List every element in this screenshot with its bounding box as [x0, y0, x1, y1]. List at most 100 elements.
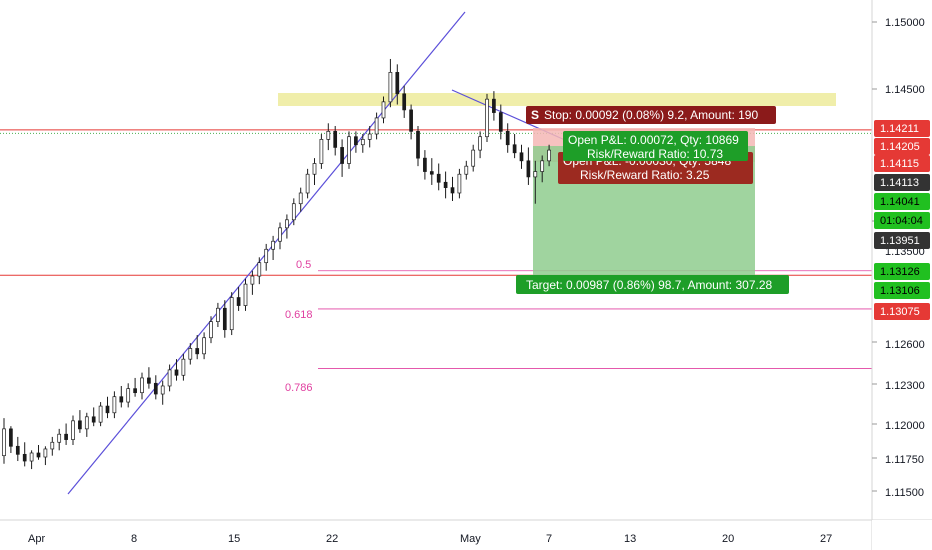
candle: [147, 367, 151, 389]
price-badge: [874, 155, 930, 172]
candle-body: [360, 139, 365, 146]
candle-body: [471, 149, 476, 167]
price-badge: [874, 174, 930, 191]
candle: [429, 158, 434, 185]
candle: [312, 158, 317, 185]
candle-body: [388, 72, 393, 103]
price-badge-label: 1.13126: [880, 266, 920, 278]
price-tick-1.14500: 1.14500: [885, 84, 925, 96]
candle: [9, 426, 13, 453]
candle-body: [222, 307, 227, 331]
candle: [216, 302, 220, 328]
candle-body: [250, 275, 255, 285]
rr-1-text: Risk/Reward Ratio: 10.73: [587, 147, 723, 161]
price-badge-label: 1.14113: [880, 177, 919, 189]
candle: [195, 335, 200, 360]
candle-body: [140, 377, 144, 394]
candle-body: [347, 136, 351, 164]
candle: [119, 385, 124, 408]
candle: [15, 436, 20, 462]
candle-body: [478, 136, 482, 151]
stop-letter: S: [531, 108, 539, 122]
candle: [160, 380, 165, 405]
trade-labels[interactable]: S Stop: 0.00092 (0.08%) 9.2, Amount: 190…: [516, 106, 789, 294]
candle-body: [84, 416, 89, 430]
candle: [354, 131, 358, 153]
candle-body: [126, 388, 131, 403]
candle-body: [236, 297, 241, 306]
candle-body: [333, 130, 338, 148]
candle: [395, 64, 400, 105]
candle-body: [174, 369, 179, 376]
stop-label-box[interactable]: [526, 106, 776, 124]
candle: [547, 144, 551, 167]
candle-body: [133, 388, 137, 394]
target-text: Target: 0.00987 (0.86%) 98.7, Amount: 30…: [526, 278, 772, 292]
candle: [50, 436, 55, 456]
target-label-box[interactable]: [516, 275, 789, 294]
candle: [450, 176, 455, 202]
price-axis[interactable]: 1.15000 1.14500 1.13500 1.12600 1.12300 …: [872, 17, 925, 499]
candle-body: [50, 441, 55, 450]
candle: [374, 112, 379, 140]
open-pl-1-text: Open P&L: 0.00072, Qty: 10869: [568, 133, 739, 147]
candle-body: [229, 297, 234, 331]
candle: [222, 300, 227, 338]
candle: [133, 377, 137, 397]
candle: [464, 160, 469, 180]
price-badges: 1.14211 1.14205 1.14115 1.14113 1.14041 01:04…: [874, 120, 930, 320]
time-tick-20: 20: [722, 533, 734, 545]
price-tick-1.15000: 1.15000: [885, 17, 925, 29]
candle: [409, 104, 413, 140]
candle: [278, 222, 282, 250]
price-badge-label: 1.13951: [880, 235, 920, 247]
candle: [533, 160, 538, 204]
candle: [512, 134, 517, 159]
fib-labels: 0.5 0.618 0.786: [285, 259, 313, 394]
candle-body: [319, 139, 324, 164]
price-badge: [874, 120, 930, 137]
candle-body: [209, 321, 213, 339]
candle: [64, 423, 68, 445]
price-badge-label: 1.13106: [880, 285, 920, 297]
candle-body: [381, 101, 386, 119]
candle: [319, 134, 324, 169]
candle-body: [416, 130, 420, 159]
candle-body: [526, 160, 531, 178]
candle-body: [112, 396, 117, 414]
candle: [29, 450, 34, 470]
candle-body: [57, 433, 62, 443]
candle: [250, 270, 255, 295]
candle-body: [188, 348, 193, 360]
candle: [291, 198, 296, 226]
price-badge-label: 1.14205: [880, 141, 920, 153]
candle: [388, 58, 393, 108]
candle: [540, 155, 545, 183]
time-tick-15: 15: [228, 533, 240, 545]
fib-label-0.5: 0.5: [296, 259, 311, 271]
candle: [305, 168, 310, 199]
candle: [98, 402, 103, 427]
time-tick-13: 13: [624, 533, 636, 545]
candle: [326, 123, 331, 151]
candle: [229, 292, 234, 336]
time-tick-may: May: [460, 533, 481, 545]
settings-corner[interactable]: [872, 520, 932, 550]
candle: [443, 171, 448, 199]
candle: [140, 372, 144, 400]
candle: [298, 187, 303, 212]
candle-body: [512, 144, 517, 154]
candle: [105, 396, 110, 419]
candle-body: [298, 192, 303, 205]
candle: [43, 446, 48, 466]
candle-body: [457, 173, 462, 194]
candle-body: [78, 420, 82, 430]
open-pl-box-1[interactable]: [563, 131, 748, 161]
time-axis[interactable]: Apr 8 15 22 May 7 13 20 27: [28, 533, 832, 545]
price-badge: [874, 282, 930, 299]
candle-body: [505, 130, 510, 146]
price-badge: [874, 263, 930, 280]
candle: [285, 214, 289, 239]
